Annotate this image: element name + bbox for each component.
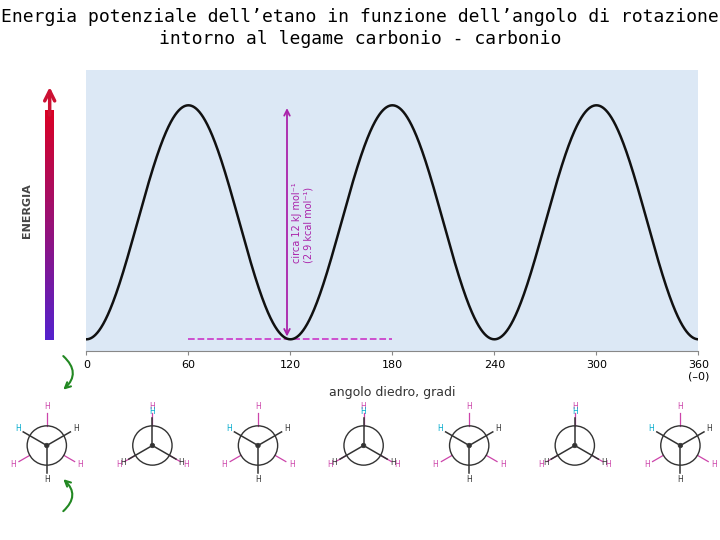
- Text: H: H: [395, 461, 400, 469]
- Circle shape: [467, 443, 472, 448]
- Text: H: H: [255, 402, 261, 411]
- Text: H: H: [678, 402, 683, 411]
- X-axis label: angolo diedro, gradi: angolo diedro, gradi: [329, 386, 456, 399]
- Text: H: H: [644, 461, 649, 469]
- Text: H: H: [150, 402, 156, 411]
- Text: H: H: [500, 461, 505, 469]
- Text: H: H: [601, 458, 607, 467]
- Circle shape: [678, 443, 683, 448]
- Text: H: H: [539, 461, 544, 469]
- Text: H: H: [73, 424, 78, 433]
- Text: H: H: [78, 461, 84, 469]
- Text: intorno al legame carbonio - carbonio: intorno al legame carbonio - carbonio: [159, 30, 561, 48]
- Text: H: H: [44, 475, 50, 484]
- Text: H: H: [184, 461, 189, 469]
- Text: H: H: [361, 407, 366, 416]
- Text: H: H: [467, 402, 472, 411]
- Circle shape: [150, 443, 155, 448]
- Text: H: H: [150, 407, 156, 416]
- Text: H: H: [289, 461, 294, 469]
- Text: Energia potenziale dell’etano in funzione dell’angolo di rotazione: Energia potenziale dell’etano in funzion…: [1, 8, 719, 26]
- Text: H: H: [44, 402, 50, 411]
- Text: H: H: [222, 461, 227, 469]
- Text: H: H: [433, 461, 438, 469]
- Text: H: H: [706, 424, 712, 433]
- Text: H: H: [332, 458, 338, 467]
- Text: H: H: [15, 424, 21, 433]
- Text: H: H: [572, 407, 577, 416]
- Circle shape: [361, 443, 366, 448]
- Circle shape: [256, 443, 260, 448]
- Text: H: H: [327, 461, 333, 469]
- Text: H: H: [711, 461, 717, 469]
- Text: H: H: [572, 402, 577, 411]
- Text: ENERGIA: ENERGIA: [22, 183, 32, 238]
- Text: H: H: [437, 424, 443, 433]
- Text: H: H: [467, 475, 472, 484]
- Text: H: H: [361, 402, 366, 411]
- Text: H: H: [390, 458, 395, 467]
- Text: H: H: [255, 475, 261, 484]
- Circle shape: [572, 443, 577, 448]
- Text: H: H: [678, 475, 683, 484]
- Text: H: H: [226, 424, 232, 433]
- Text: H: H: [10, 461, 16, 469]
- Text: H: H: [649, 424, 654, 433]
- Text: H: H: [179, 458, 184, 467]
- Text: H: H: [120, 458, 126, 467]
- Text: H: H: [116, 461, 122, 469]
- Text: H: H: [284, 424, 290, 433]
- Text: H: H: [495, 424, 501, 433]
- Text: H: H: [606, 461, 611, 469]
- Circle shape: [45, 443, 49, 448]
- Text: circa 12 kJ mol⁻¹
(2.9 kcal mol⁻¹): circa 12 kJ mol⁻¹ (2.9 kcal mol⁻¹): [292, 182, 314, 262]
- Text: H: H: [543, 458, 549, 467]
